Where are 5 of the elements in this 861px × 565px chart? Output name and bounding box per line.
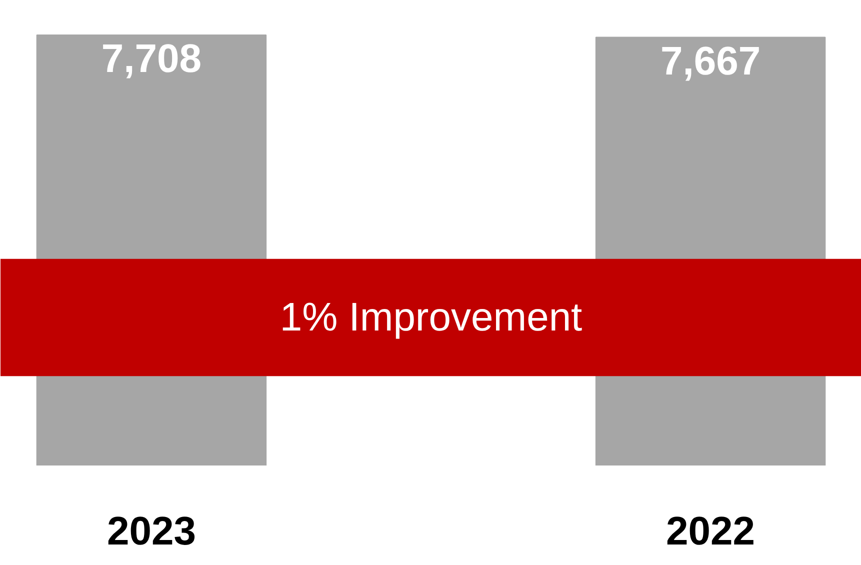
band-label: 1% Improvement	[280, 295, 582, 340]
x-tick-label: 2023	[106, 510, 196, 554]
data-label: 7,708	[101, 37, 202, 82]
data-label: 7,667	[660, 40, 761, 84]
x-tick-label: 2022	[666, 510, 756, 554]
